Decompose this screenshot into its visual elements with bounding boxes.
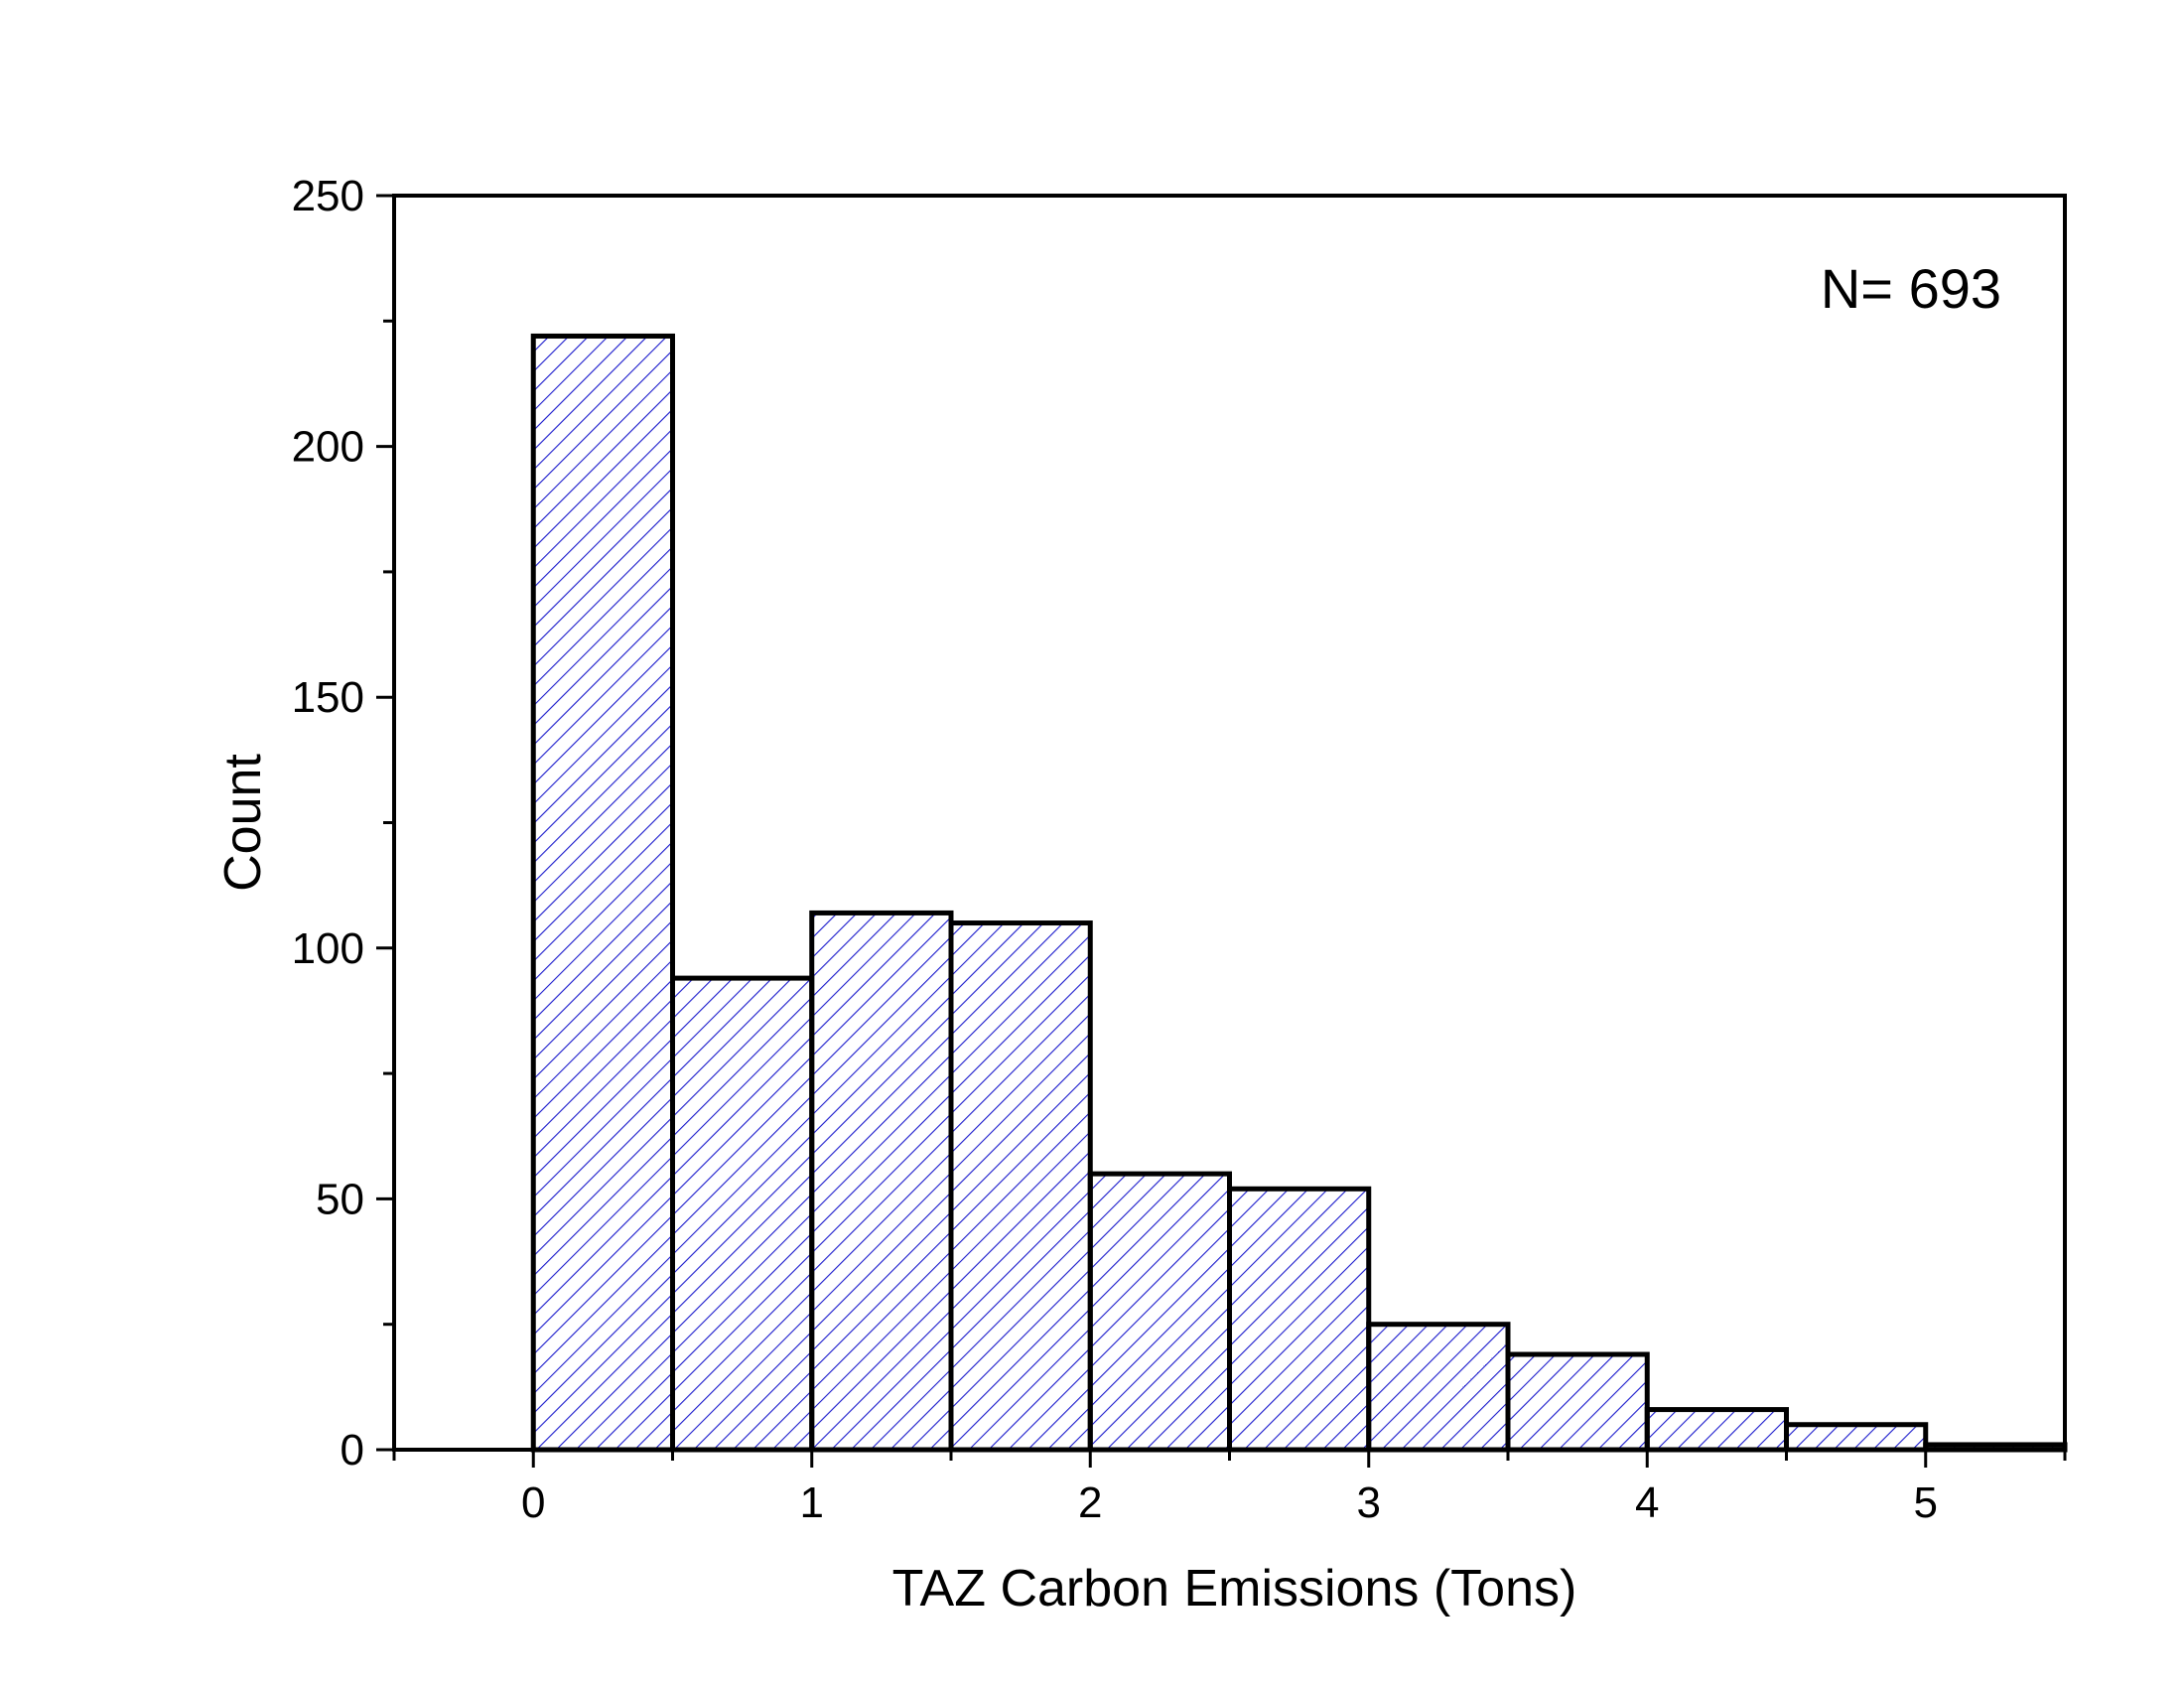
- x-tick-label: 4: [1635, 1478, 1659, 1527]
- x-tick-label: 1: [800, 1478, 824, 1527]
- y-tick-label: 250: [292, 172, 364, 220]
- x-tick-label: 3: [1357, 1478, 1381, 1527]
- y-tick-label: 0: [341, 1426, 364, 1475]
- y-tick-label: 50: [316, 1175, 364, 1223]
- y-axis-ticks: 0 50 100 150 200 250: [292, 172, 394, 1475]
- histogram-bar-0: [530, 333, 675, 1453]
- histogram-bar-4: [1087, 1171, 1232, 1453]
- y-axis-label: Count: [214, 754, 272, 892]
- y-tick-label: 200: [292, 423, 364, 472]
- y-tick-label: 100: [292, 924, 364, 973]
- sample-size-annotation: N= 693: [1821, 257, 2001, 320]
- histogram-bar-7: [1505, 1351, 1650, 1453]
- histogram-bar-6: [1366, 1322, 1511, 1453]
- y-tick-label: 150: [292, 673, 364, 722]
- histogram-bar-1: [670, 975, 815, 1453]
- x-axis-label: TAZ Carbon Emissions (Tons): [892, 1560, 1577, 1618]
- histogram-bar-8: [1644, 1407, 1789, 1453]
- x-tick-label: 0: [521, 1478, 545, 1527]
- x-tick-label: 2: [1078, 1478, 1102, 1527]
- histogram-bar-2: [809, 910, 954, 1453]
- histogram-bar-3: [948, 920, 1093, 1453]
- x-tick-label: 5: [1914, 1478, 1938, 1527]
- histogram-bars: [530, 333, 2068, 1453]
- x-axis-ticks: 0 1 2 3 4 5: [392, 1450, 2067, 1527]
- histogram-bar-5: [1227, 1186, 1372, 1453]
- histogram-bar-9: [1784, 1422, 1929, 1453]
